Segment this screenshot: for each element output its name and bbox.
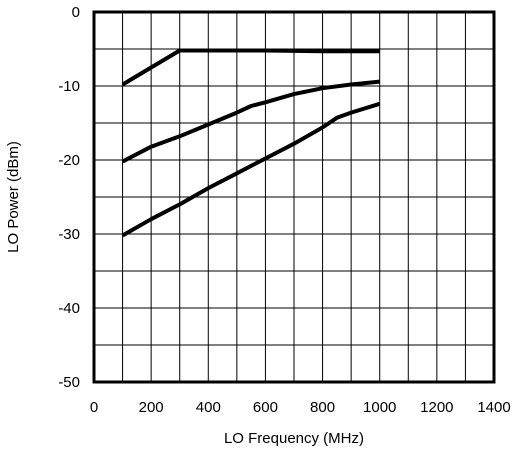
series-lines: [121, 48, 381, 238]
x-axis-ticks: 0 200 400 600 800 1000 1200 1400: [90, 399, 511, 416]
y-tick-label: -40: [58, 300, 80, 317]
x-tick-label: 0: [90, 399, 98, 416]
x-tick-label: 400: [196, 399, 221, 416]
x-tick-label: 1400: [477, 399, 510, 416]
x-tick-label: 800: [310, 399, 335, 416]
y-tick-label: -50: [58, 374, 80, 391]
grid: [94, 12, 494, 382]
x-tick-label: 600: [253, 399, 278, 416]
y-tick-label: -10: [58, 78, 80, 95]
y-tick-label: -30: [58, 226, 80, 243]
y-axis-ticks: 0 -10 -20 -30 -40 -50: [58, 4, 80, 391]
x-tick-label: 1200: [420, 399, 453, 416]
y-axis-label: LO Power (dBm): [5, 141, 22, 253]
series-line-2: [121, 79, 380, 164]
x-tick-label: 200: [139, 399, 164, 416]
plot-frame: [92, 10, 496, 384]
y-tick-label: -20: [58, 152, 80, 169]
y-tick-label: 0: [72, 4, 80, 21]
series-line-1: [121, 48, 380, 87]
x-axis-label: LO Frequency (MHz): [224, 430, 364, 447]
series-line-3: [121, 101, 381, 238]
x-tick-label: 1000: [363, 399, 396, 416]
